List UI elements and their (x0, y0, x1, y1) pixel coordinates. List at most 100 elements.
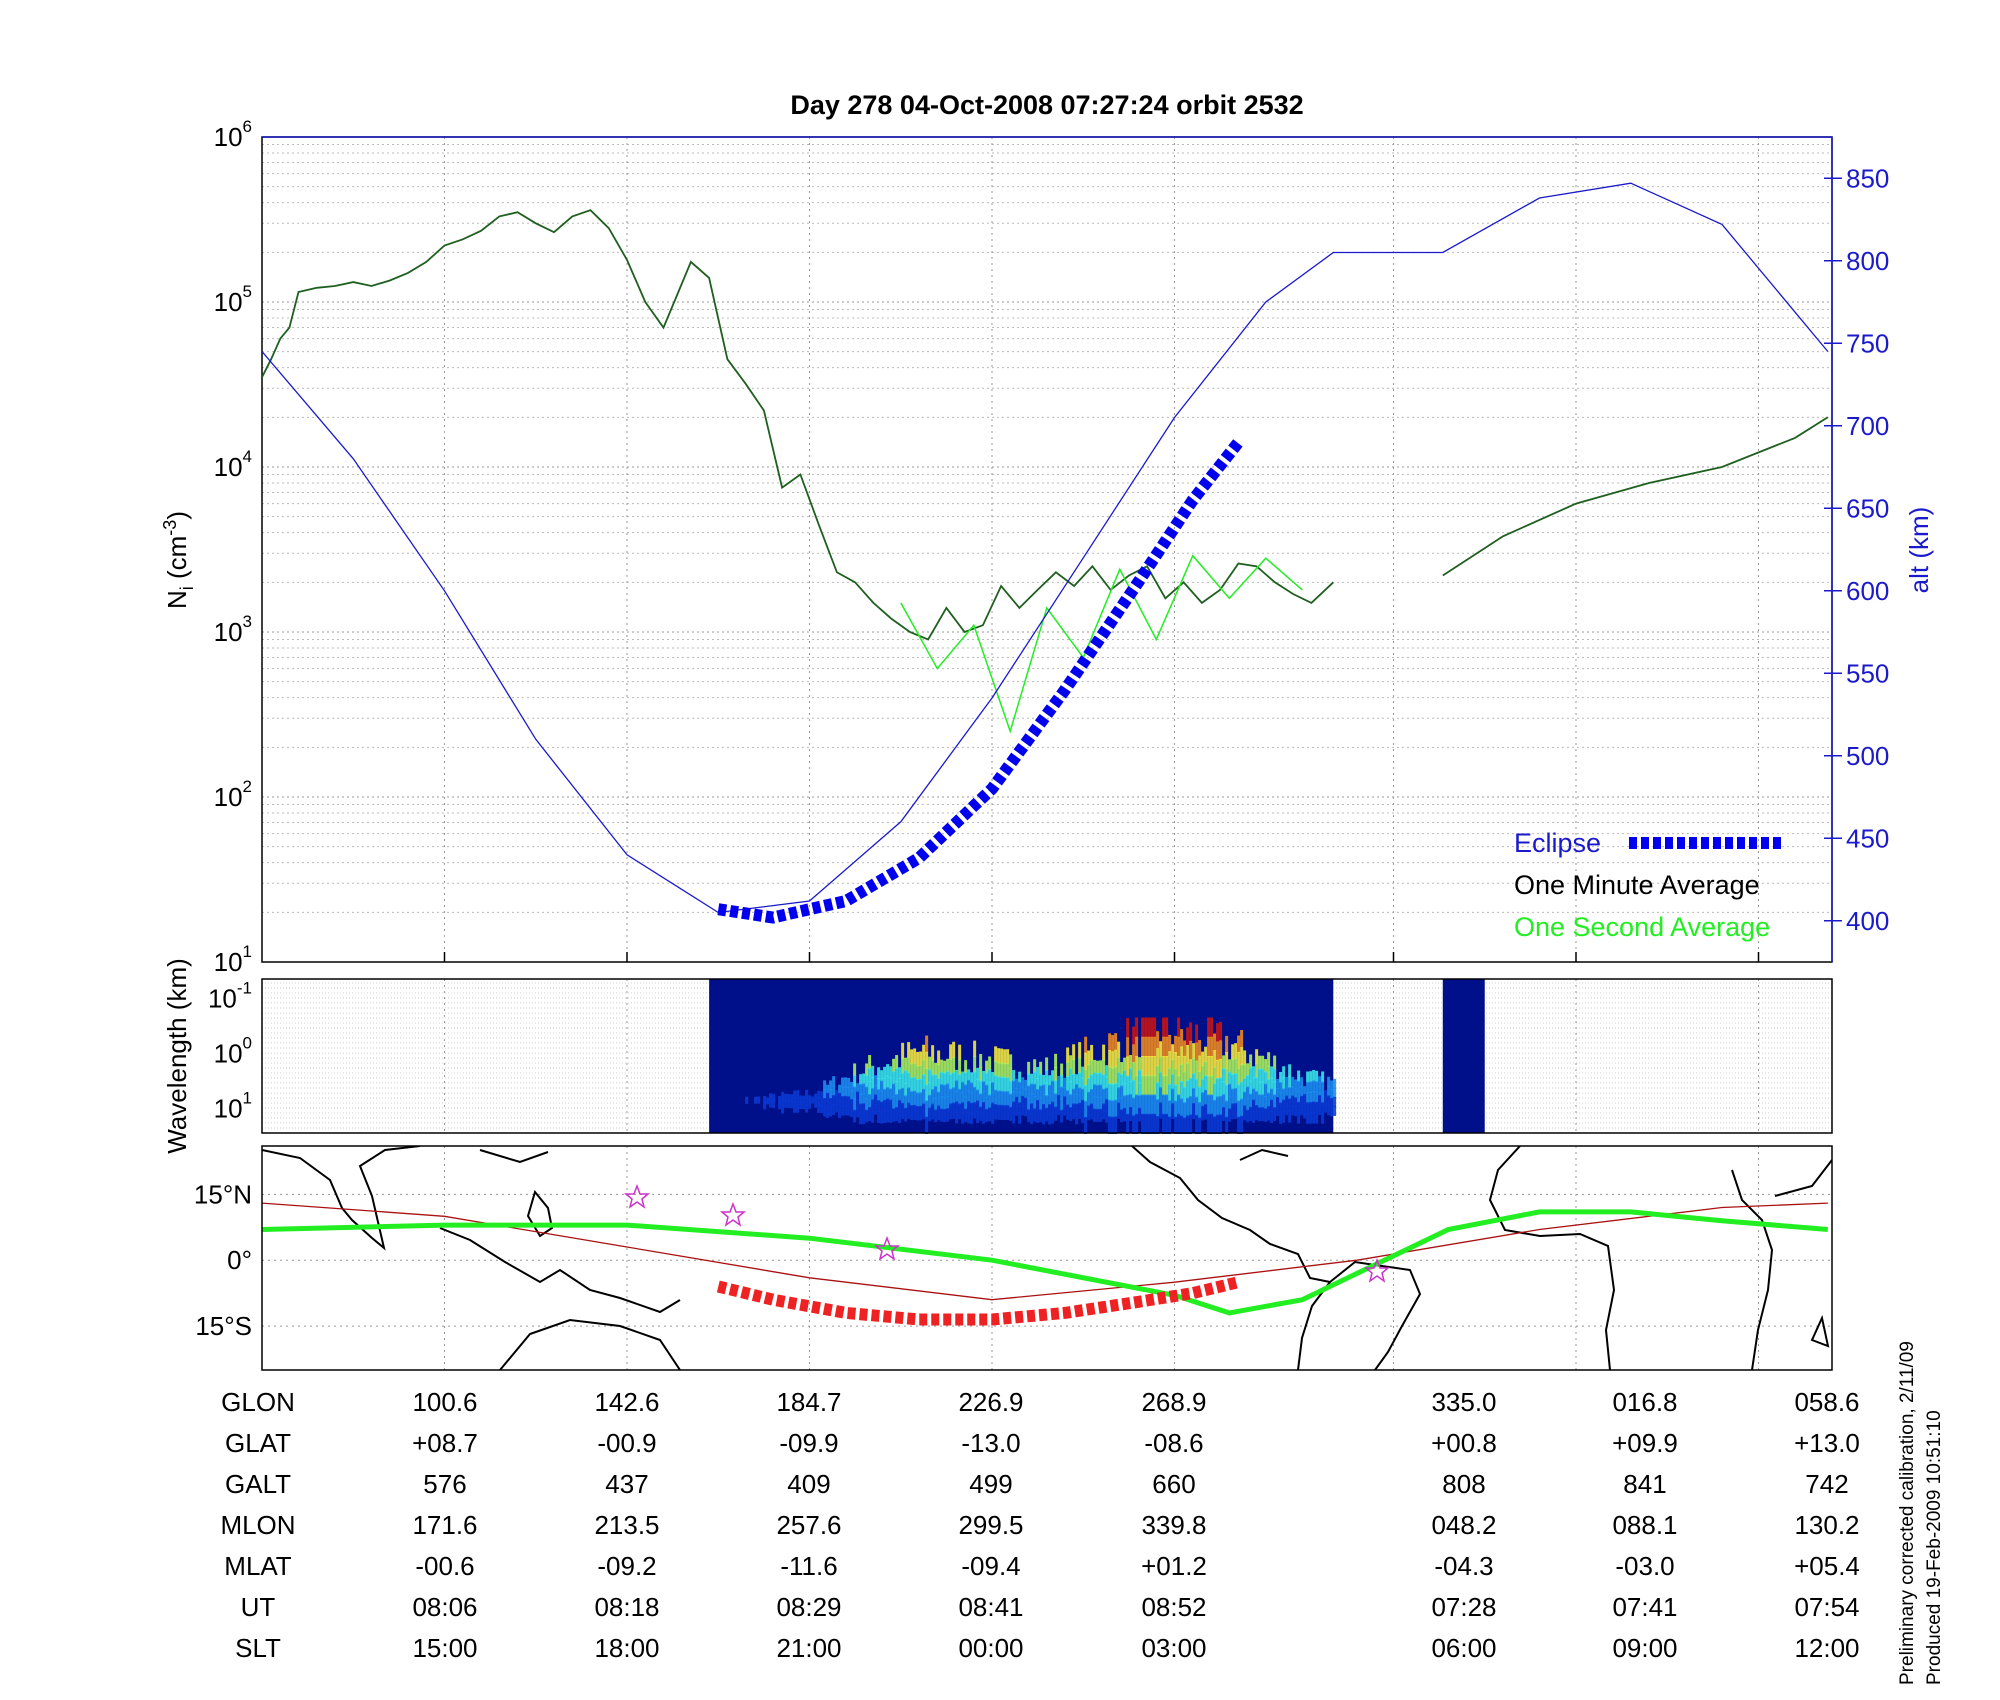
spectrogram-cell (1144, 1036, 1148, 1057)
spectrogram-cell (1246, 1063, 1250, 1076)
alt-tick-label: 400 (1846, 906, 1889, 936)
spectrogram-cell (925, 1051, 929, 1070)
spectrogram-cell (1066, 1090, 1070, 1106)
table-cell: 660 (1152, 1469, 1195, 1499)
spectrogram-cell (1141, 1094, 1145, 1115)
alt-tick-label: 600 (1846, 576, 1889, 606)
spectrogram-cell (1237, 1068, 1241, 1086)
spectrogram-cell (1213, 1066, 1217, 1085)
spectrogram-cell (1246, 1074, 1250, 1088)
spectrogram-cell (931, 1059, 935, 1076)
spectrogram-cell (1096, 1096, 1100, 1110)
spectrogram-cell (1276, 1106, 1280, 1117)
spectrogram-cell (1288, 1110, 1292, 1123)
spectrogram-cell (1099, 1108, 1103, 1122)
spectrogram-cell (832, 1076, 836, 1087)
coast-madagascar (1810, 1314, 1830, 1348)
spectrogram-cell (1297, 1080, 1301, 1093)
table-cell: 437 (605, 1469, 648, 1499)
spectrogram-cell (772, 1093, 776, 1102)
spectrogram-cell (1093, 1072, 1097, 1086)
table-cell: 08:41 (958, 1592, 1023, 1622)
table-cell: 08:52 (1141, 1592, 1206, 1622)
spectrogram-cell (1255, 1063, 1259, 1079)
spectrogram-cell (1261, 1081, 1265, 1096)
spectrogram-cell (1132, 1026, 1136, 1046)
spectrogram-cell (1084, 1052, 1088, 1070)
spectrogram-cell (868, 1055, 872, 1070)
spectrogram-cell (1027, 1061, 1031, 1075)
spectrogram-cell (1267, 1092, 1271, 1108)
spectrogram-cell (817, 1104, 821, 1113)
spectrogram-cell (1006, 1091, 1010, 1107)
spectrogram-cell (1114, 1049, 1118, 1068)
spectrogram-cell (1132, 1097, 1136, 1117)
spectrogram-cell (865, 1075, 869, 1088)
spectrogram-cell (916, 1051, 920, 1067)
spectrogram-cell (1018, 1071, 1022, 1083)
spectrogram-cell (1162, 1113, 1166, 1134)
spectrogram-cell (967, 1079, 971, 1092)
spectrogram-cell (1252, 1066, 1256, 1079)
spectrogram-cell (1285, 1095, 1289, 1106)
table-cell: -03.0 (1615, 1551, 1674, 1581)
table-cell: 226.9 (958, 1387, 1023, 1417)
spectrogram-cell (892, 1108, 896, 1122)
spectrogram-cell (1240, 1081, 1244, 1100)
spectrogram-cell (1327, 1086, 1331, 1097)
spectrogram-cell (1024, 1106, 1028, 1117)
spectrogram-cell (871, 1065, 875, 1078)
spectrogram-cell (1276, 1097, 1280, 1108)
spectrogram-cell (1228, 1059, 1232, 1073)
spectrogram-cell (973, 1056, 977, 1073)
table-cell: 07:28 (1431, 1592, 1496, 1622)
spectrogram-cell (1069, 1081, 1073, 1096)
spectrogram-cell (892, 1071, 896, 1085)
coast-africa-east (1731, 1169, 1774, 1370)
spectrogram-cell (1057, 1085, 1061, 1096)
spectrogram-cell (898, 1067, 902, 1080)
spectrogram-cell (1162, 1056, 1166, 1077)
spectrogram-cell (1240, 1115, 1244, 1134)
spectrogram-cell (946, 1095, 950, 1110)
spectrogram-cell (1270, 1110, 1274, 1123)
spectrogram-cell (955, 1111, 959, 1124)
spectrogram-cell (1162, 1094, 1166, 1115)
ni-tick-label: 105 (214, 282, 252, 317)
spectrogram-cell (907, 1057, 911, 1074)
spectrogram-cell (979, 1067, 983, 1082)
spectrogram-cell (1015, 1096, 1019, 1107)
spectrogram-cell (1096, 1072, 1100, 1086)
spectrogram-cell (1174, 1084, 1178, 1102)
spectrogram-cell (811, 1096, 815, 1104)
spectrogram-cell (1249, 1093, 1253, 1108)
spectrogram-cell (1039, 1109, 1043, 1123)
spectrogram-cell (1324, 1104, 1328, 1113)
spectrogram-cell (1042, 1104, 1046, 1115)
spectrogram-cell (1330, 1080, 1334, 1091)
spectrogram-cell (1081, 1110, 1085, 1123)
spectrogram-cell (1330, 1097, 1334, 1108)
spectrogram-cell (1165, 1017, 1169, 1038)
spectrogram-cell (889, 1066, 893, 1079)
spectrogram-cell (1228, 1071, 1232, 1085)
spectrogram-cell (1189, 1077, 1193, 1098)
spectrogram-cell (1282, 1066, 1286, 1079)
spectrogram-cell (1258, 1055, 1262, 1070)
spectrogram-cell (1198, 1071, 1202, 1088)
spectrogram-cell (790, 1094, 794, 1102)
spectrogram-cell (823, 1097, 827, 1108)
spectrogram-cell (880, 1112, 884, 1124)
spectrogram-cell (922, 1059, 926, 1076)
spectrogram-cell (1018, 1102, 1022, 1114)
spectrogram-cell (1126, 1094, 1130, 1115)
spectrogram-cell (1219, 1114, 1223, 1134)
spectrogram-cell (1240, 1047, 1244, 1066)
spectrogram-cell (1180, 1115, 1184, 1134)
spectrogram-cell (1180, 1029, 1184, 1048)
spectrogram-cell (1051, 1070, 1055, 1082)
spectrogram-cell (1114, 1066, 1118, 1085)
spectrogram-cell (889, 1077, 893, 1090)
